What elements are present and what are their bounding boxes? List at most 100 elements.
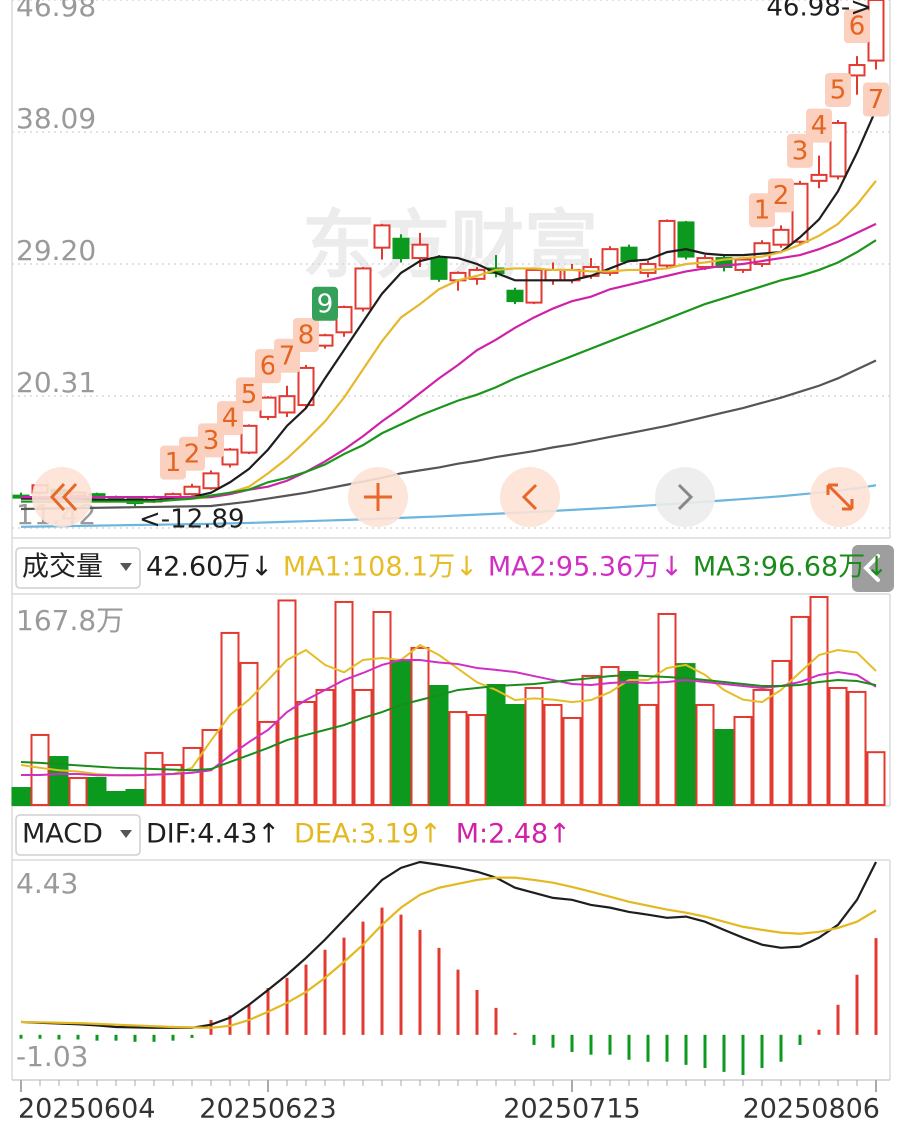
volume-bar (125, 789, 145, 807)
selector-label[interactable]: MACD (22, 819, 103, 850)
ma-line (20, 876, 877, 1029)
td-label: 7 (868, 85, 885, 115)
candle-body (677, 221, 695, 258)
volume-bar (809, 596, 829, 806)
volume-bar (847, 690, 867, 806)
volume-bar (619, 670, 639, 806)
td-label: 1 (754, 196, 771, 226)
volume-bar (562, 716, 582, 806)
td-badge (844, 9, 870, 44)
volume-bar (771, 659, 791, 806)
volume-legend: 42.60万↓ MA1:108.1万↓ MA2:95.36万↓ MA3:96.68万↓ (146, 552, 888, 583)
volume-bar (790, 615, 810, 806)
candle-body (297, 366, 315, 407)
candle-body (829, 121, 847, 178)
volume-bar (410, 646, 430, 806)
volume-bar (733, 715, 753, 807)
volume-bar (581, 674, 601, 807)
volume-bar (11, 787, 31, 807)
legend-entry: MA2:95.36万↓ (488, 552, 683, 583)
volume-bar (543, 703, 563, 806)
candle-body (240, 424, 258, 454)
td-badge (312, 286, 338, 321)
volume-selector[interactable]: 成交量 (15, 547, 141, 589)
volume-bar (676, 663, 696, 806)
next-icon (677, 483, 694, 511)
rewind-button[interactable] (32, 467, 92, 527)
chevron-icon (863, 554, 880, 582)
ma-line (20, 673, 877, 772)
td-label: 4 (222, 404, 239, 434)
dropdown-arrow (120, 563, 132, 571)
selector-label[interactable]: 成交量 (22, 552, 103, 583)
min-label: <-12.89 (139, 505, 245, 535)
collapse-button[interactable] (852, 545, 894, 592)
td-badge (293, 317, 319, 352)
volume-bar (695, 703, 715, 806)
candle-body (658, 219, 676, 267)
td-badge (787, 133, 813, 168)
ma-line (20, 484, 877, 528)
ma-line (21, 239, 877, 503)
td-label: 3 (203, 426, 220, 456)
candle-body (544, 268, 562, 282)
button-bg[interactable] (500, 467, 560, 527)
macd-legend: DIF:4.43↑ DEA:3.19↑ M:2.48↑ (146, 819, 571, 850)
button-bg[interactable] (852, 545, 894, 592)
legend-entry: M:2.48↑ (456, 819, 571, 850)
next-button[interactable] (655, 467, 715, 527)
td-badge (236, 377, 262, 412)
volume-bar (353, 688, 373, 807)
ma-line (21, 658, 877, 777)
candle-body (354, 267, 372, 310)
legend-entry: MA3:96.68万↓ (693, 552, 888, 583)
volume-bar (68, 776, 88, 807)
legend-entry: MA1:108.1万↓ (283, 552, 478, 583)
volume-bar (258, 720, 278, 806)
y-tick-label: 167.8万 (16, 604, 124, 637)
plus-icon (364, 483, 392, 511)
candle-body (791, 182, 809, 243)
dropdown-arrow (120, 830, 132, 838)
volume-bar (600, 666, 620, 807)
volume-bar (505, 703, 525, 806)
x-tick-label: 20250715 (503, 1094, 640, 1125)
ma-line (21, 222, 877, 499)
ma-line (20, 359, 877, 511)
volume-bar (866, 751, 886, 806)
nav-buttons (32, 467, 870, 527)
x-tick-label: 20250604 (18, 1094, 155, 1125)
candle-body (278, 395, 296, 414)
td-label: 7 (279, 341, 296, 371)
td-label: 4 (811, 111, 828, 141)
td-label: 9 (317, 289, 334, 319)
selector-box[interactable] (15, 814, 141, 856)
volume-bar (106, 790, 126, 806)
y-tick-label: 20.31 (16, 366, 96, 399)
volume-bar (277, 599, 297, 807)
ma-line (21, 109, 878, 502)
x-tick-label: 20250623 (199, 1094, 336, 1125)
ma-line (20, 860, 877, 1029)
candle-body (715, 257, 733, 268)
volume-bar (315, 688, 335, 807)
td-badge (768, 178, 794, 213)
td-label: 6 (849, 12, 866, 42)
volume-bar (87, 776, 107, 807)
volume-bar (296, 700, 316, 806)
macd-selector[interactable]: MACD (15, 814, 141, 856)
candle-body (525, 268, 543, 304)
zoom-in-button[interactable] (348, 467, 408, 527)
prev-button[interactable] (500, 467, 560, 527)
selector-box[interactable] (15, 547, 141, 589)
expand-button[interactable] (810, 467, 870, 527)
volume-bar (30, 733, 50, 806)
candle-body (848, 64, 866, 77)
volume-bar (714, 729, 734, 807)
volume-bar (657, 612, 677, 806)
button-bg[interactable] (655, 467, 715, 527)
candle-body (411, 243, 429, 260)
